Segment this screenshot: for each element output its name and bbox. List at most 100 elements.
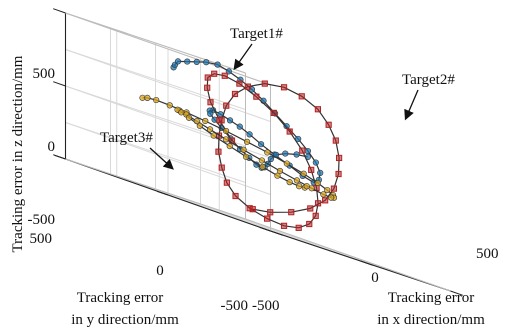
data-point bbox=[166, 102, 173, 109]
data-point bbox=[232, 192, 239, 200]
annotation-target2-arrow bbox=[404, 89, 419, 121]
data-point bbox=[259, 163, 266, 170]
data-point bbox=[280, 222, 288, 229]
x-tick-0: 0 bbox=[371, 270, 379, 286]
data-point bbox=[242, 153, 250, 160]
data-point bbox=[276, 167, 284, 175]
data-point bbox=[261, 80, 268, 87]
x-axis-label-line2: in x direction/mm bbox=[377, 312, 485, 328]
data-point bbox=[324, 186, 331, 194]
series-3 bbox=[139, 94, 338, 201]
data-point bbox=[202, 117, 209, 125]
data-point bbox=[325, 121, 332, 128]
data-point bbox=[328, 194, 335, 201]
data-point bbox=[258, 141, 265, 148]
y-tick-500: 500 bbox=[30, 231, 53, 247]
data-point bbox=[317, 169, 324, 176]
data-point bbox=[223, 179, 230, 186]
y-tick-0: 0 bbox=[156, 263, 164, 279]
data-point bbox=[280, 84, 288, 91]
data-point bbox=[231, 90, 239, 98]
data-point bbox=[336, 154, 343, 162]
data-point bbox=[332, 137, 339, 144]
data-point bbox=[283, 123, 290, 130]
annotation-target2: Target2# bbox=[402, 72, 455, 121]
x-tick-500: 500 bbox=[476, 246, 499, 262]
data-point bbox=[312, 212, 319, 219]
data-point bbox=[153, 96, 160, 104]
data-point bbox=[312, 159, 319, 166]
data-point bbox=[210, 132, 217, 139]
data-point bbox=[314, 179, 321, 187]
x-tick-mark bbox=[450, 290, 463, 296]
axes bbox=[53, 8, 463, 296]
data-point bbox=[204, 84, 211, 91]
x-axis-label-line1: Tracking error bbox=[388, 290, 475, 306]
data-point bbox=[211, 70, 218, 77]
z-tick-mark bbox=[53, 81, 66, 87]
grid-line bbox=[65, 49, 271, 122]
data-point bbox=[286, 128, 293, 135]
annotation-target1-label: Target1# bbox=[230, 26, 283, 42]
box-edge bbox=[65, 12, 271, 86]
x-tick-mark bbox=[360, 260, 373, 266]
annotation-target2-label: Target2# bbox=[402, 72, 455, 88]
data-point bbox=[303, 183, 310, 190]
annotation-target1-arrow bbox=[233, 43, 253, 71]
data-point bbox=[296, 183, 303, 190]
data-point bbox=[286, 179, 293, 186]
y-tick-mark bbox=[54, 154, 66, 160]
data-point bbox=[184, 58, 191, 65]
data-point bbox=[322, 197, 329, 204]
data-point bbox=[304, 147, 312, 155]
data-point bbox=[243, 138, 251, 145]
data-point bbox=[204, 74, 211, 81]
data-point bbox=[293, 177, 301, 184]
x-tick-mark bbox=[270, 230, 283, 236]
data-point bbox=[246, 131, 253, 138]
annotation-target3: Target3# bbox=[100, 130, 174, 170]
data-point bbox=[244, 83, 251, 90]
y-tick-neg500: -500 bbox=[221, 298, 249, 314]
z-tick-mark bbox=[53, 8, 66, 14]
data-point bbox=[295, 135, 302, 143]
data-point bbox=[226, 117, 234, 124]
data-point bbox=[226, 143, 233, 150]
data-point bbox=[293, 151, 300, 158]
annotation-target3-arrow bbox=[149, 147, 174, 170]
data-point bbox=[306, 220, 313, 228]
data-point bbox=[267, 209, 274, 216]
data-point bbox=[330, 185, 337, 192]
z-tick-neg500: -500 bbox=[28, 212, 56, 228]
data-point bbox=[207, 110, 214, 117]
y-axis-label-line1: Tracking error bbox=[77, 290, 164, 306]
data-point bbox=[298, 93, 305, 100]
data-point bbox=[246, 205, 253, 212]
data-point bbox=[283, 160, 290, 167]
data-point bbox=[222, 136, 230, 143]
data-point bbox=[253, 93, 260, 100]
y-axis-label-line2: in y direction/mm bbox=[71, 312, 179, 328]
data-point bbox=[185, 114, 193, 121]
data-point bbox=[295, 224, 302, 231]
data-point bbox=[218, 164, 225, 171]
data-point bbox=[174, 58, 182, 65]
grid-line bbox=[65, 49, 246, 110]
data-point bbox=[203, 59, 210, 66]
data-point bbox=[300, 170, 307, 177]
data-point bbox=[222, 127, 230, 135]
data-point bbox=[267, 155, 275, 163]
series-line bbox=[142, 97, 335, 199]
data-point bbox=[274, 172, 281, 179]
data-point bbox=[144, 94, 151, 101]
grid-lines bbox=[65, 12, 451, 292]
data-point bbox=[236, 123, 243, 130]
x-tick-neg500: -500 bbox=[252, 298, 280, 314]
data-point bbox=[307, 205, 314, 212]
z-tick-500: 500 bbox=[33, 66, 56, 82]
data-point bbox=[264, 215, 271, 222]
data-point bbox=[221, 72, 228, 79]
data-point bbox=[214, 61, 221, 68]
data-point bbox=[215, 148, 222, 155]
